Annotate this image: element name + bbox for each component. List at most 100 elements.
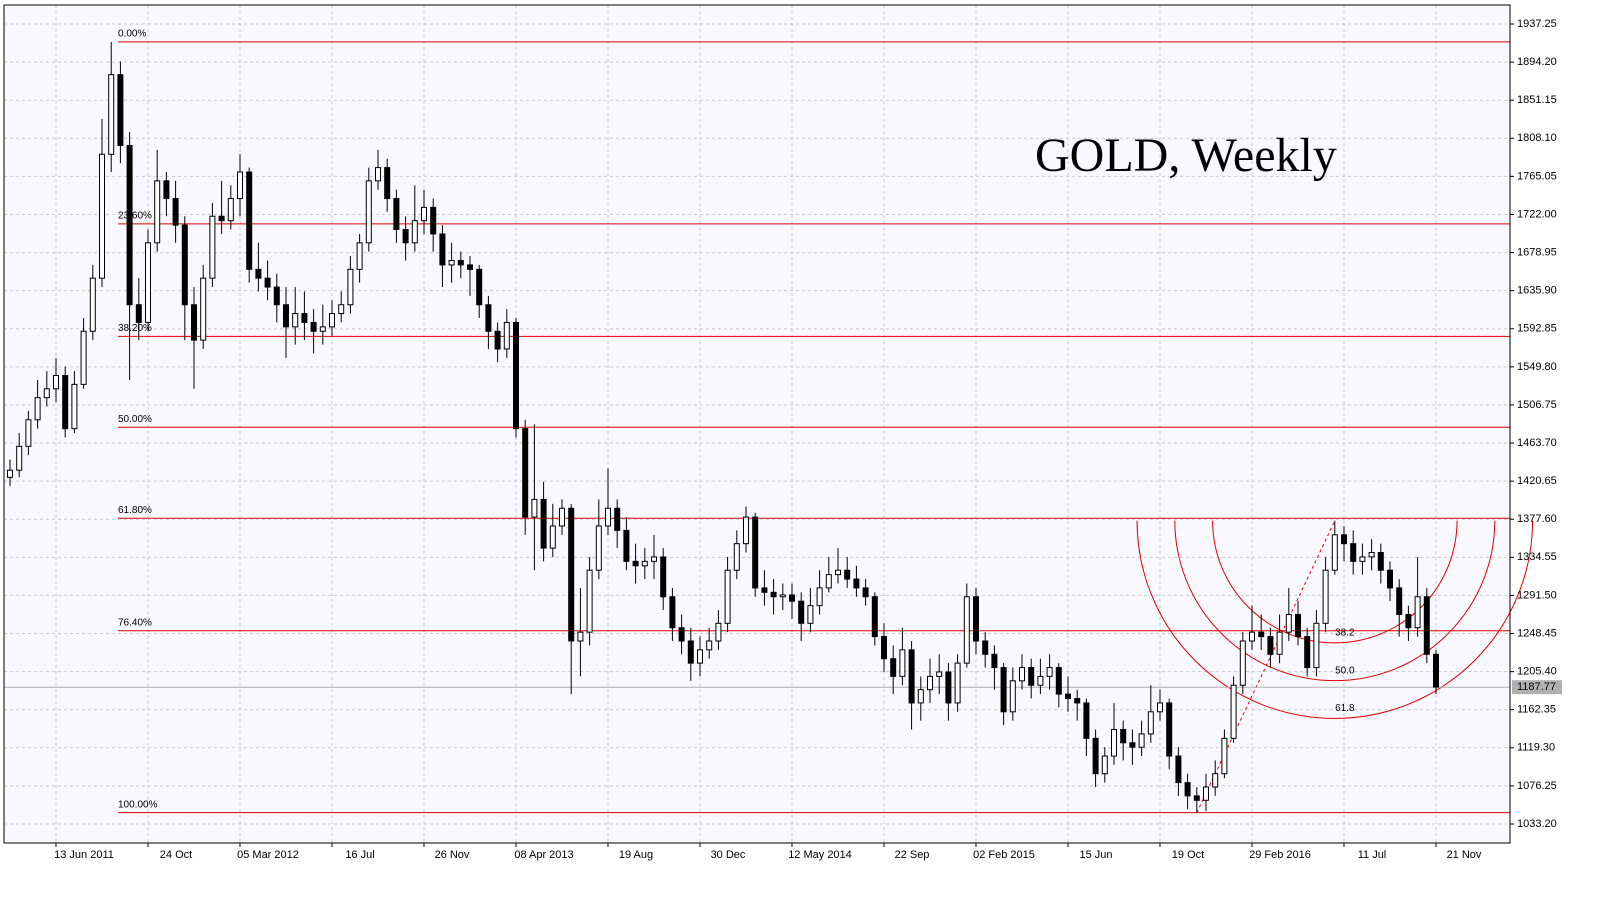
grid (4, 5, 1510, 843)
candle-body (494, 330, 501, 350)
candle-body (1019, 667, 1025, 682)
y-tick-label: 1765.05 (1517, 170, 1557, 182)
candle-body (1331, 534, 1338, 571)
candle-body (1423, 596, 1430, 655)
candle-body (1295, 613, 1301, 638)
y-tick-label: 1162.35 (1517, 704, 1556, 716)
candle-body (531, 498, 538, 518)
candle-body (1055, 667, 1062, 695)
y-tick-label: 1937.25 (1517, 18, 1557, 30)
candle-body (1175, 755, 1182, 784)
candle-body (43, 388, 50, 399)
candle-body (62, 375, 69, 430)
x-tick-label: 24 Oct (160, 849, 192, 861)
candle-body (632, 560, 639, 567)
candle-body (733, 543, 740, 571)
y-tick-label: 1592.85 (1517, 323, 1557, 335)
candle-body (292, 313, 299, 328)
y-tick-label: 1248.45 (1517, 627, 1557, 639)
candle-body (807, 605, 814, 624)
candle-body (301, 313, 308, 323)
candle-body (1276, 631, 1283, 655)
candle-body (218, 215, 225, 222)
candle-body (89, 277, 96, 332)
candle-body (384, 167, 391, 200)
x-tick-label: 02 Feb 2015 (973, 849, 1035, 861)
candle-body (310, 321, 317, 332)
x-tick-label: 13 Jun 2011 (54, 849, 114, 861)
fib-arc-label: 38.2 (1335, 628, 1355, 639)
candle-body (540, 498, 547, 549)
candle-body (1184, 782, 1191, 797)
candle-body (1046, 667, 1053, 677)
candle-body (559, 507, 565, 527)
candle-body (1166, 702, 1173, 757)
candle-body (448, 259, 455, 266)
candle-body (16, 445, 23, 471)
candle-body (80, 330, 87, 385)
y-tick-label: 1463.70 (1517, 437, 1557, 449)
candle-body (945, 671, 952, 704)
x-tick-label: 26 Nov (435, 849, 470, 861)
candle-body (761, 587, 768, 593)
candle-body (522, 428, 529, 518)
candle-body (871, 596, 878, 638)
y-tick-label: 1076.25 (1517, 780, 1557, 792)
last-price-box (1512, 680, 1562, 695)
x-tick-label: 12 May 2014 (788, 849, 852, 861)
x-tick-label: 05 Mar 2012 (237, 849, 299, 861)
y-tick-label: 1722.00 (1517, 208, 1557, 220)
candle-body (825, 574, 832, 589)
candle-body (899, 649, 906, 677)
y-tick-label: 1635.90 (1517, 285, 1557, 297)
candle-body (356, 242, 363, 270)
candle-body (577, 631, 584, 642)
y-tick-label: 1334.55 (1517, 551, 1557, 563)
candle-body (135, 304, 142, 323)
candle-body (890, 658, 897, 677)
candle-body (53, 375, 59, 390)
candle-body (1249, 631, 1255, 642)
candle-body (513, 321, 519, 430)
candle-body (99, 153, 105, 279)
candle-body (393, 198, 400, 231)
axes: 1033.20 1076.25 1119.30 1162.35 1205.40 1248.… (3, 4, 1562, 861)
y-tick-label: 1119.30 (1517, 742, 1555, 754)
candle-body (7, 469, 13, 478)
candle-body (1387, 569, 1393, 589)
candle-body (467, 264, 473, 270)
candle-body (34, 397, 41, 421)
y-tick-label: 1851.15 (1517, 94, 1557, 106)
candle-body (623, 529, 630, 562)
candle-body (402, 229, 409, 244)
candle-body (1405, 613, 1412, 629)
y-tick-label: 1420.65 (1517, 475, 1557, 487)
candle-body (752, 516, 759, 589)
candle-body (283, 304, 289, 328)
candle-body (1377, 552, 1384, 571)
candle-body (181, 224, 188, 306)
candle-body (779, 594, 786, 598)
candle-body (209, 215, 216, 279)
candle-body (816, 587, 823, 607)
candle-body (439, 233, 446, 266)
candle-body (503, 321, 510, 350)
candle-body (678, 627, 685, 642)
candle-body (1313, 622, 1320, 669)
x-tick-label: 11 Jul (1358, 849, 1387, 861)
candle-body (430, 206, 437, 235)
candle-body (1341, 534, 1347, 545)
candle-body (485, 304, 492, 332)
candle-body (963, 596, 970, 664)
fib-level-label: 50.00% (118, 414, 152, 425)
candle-body (457, 259, 464, 266)
candle-body (1129, 742, 1136, 748)
candle-body (1092, 737, 1099, 775)
candle-body (1368, 552, 1375, 558)
candle-body (568, 507, 575, 642)
candle-body (25, 419, 32, 447)
candle-body (191, 304, 197, 341)
candle-body (126, 144, 133, 306)
x-tick-label: 19 Oct (1172, 849, 1204, 861)
